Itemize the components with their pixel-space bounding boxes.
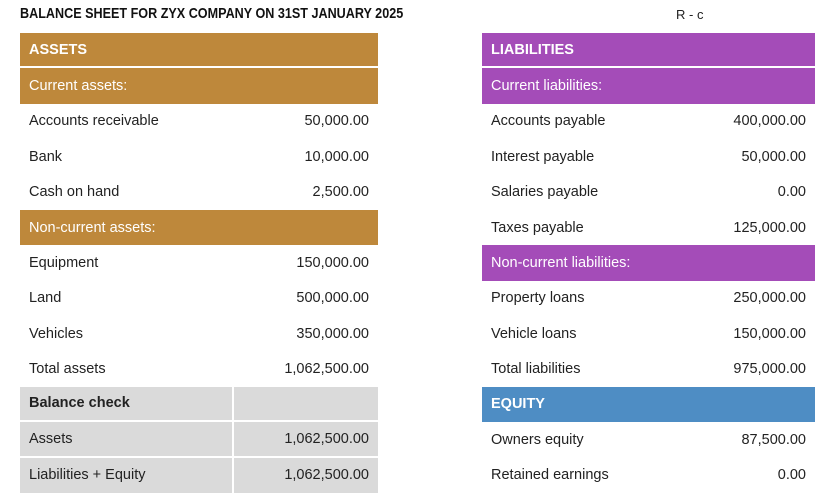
row-label: Bank: [29, 148, 63, 165]
table-row: Retained earnings 0.00: [482, 457, 815, 493]
section-subheader-label: Non-current liabilities:: [491, 254, 631, 271]
table-row: Taxes payable 125,000.00: [482, 209, 815, 246]
row-value: 50,000.00: [741, 148, 806, 165]
section-header-label: LIABILITIES: [491, 41, 574, 58]
row-value: 125,000.00: [733, 219, 806, 236]
row-value: 1,062,500.00: [231, 457, 378, 493]
section-header-label: EQUITY: [491, 396, 545, 413]
table-row: Vehicles 350,000.00: [20, 316, 378, 352]
row-label: Total liabilities: [491, 361, 581, 378]
table-row: Salaries payable 0.00: [482, 174, 815, 210]
row-value: 10,000.00: [304, 148, 369, 165]
row-label: Cash on hand: [29, 184, 120, 201]
assets-header-row: ASSETS: [20, 33, 378, 69]
table-row: Equipment 150,000.00: [20, 245, 378, 281]
table-row: Accounts receivable 50,000.00: [20, 103, 378, 140]
row-label: Total assets: [29, 361, 106, 378]
section-subheader-label: Current liabilities:: [491, 78, 603, 95]
table-row: Property loans 250,000.00: [482, 280, 815, 316]
table-row: Interest payable 50,000.00: [482, 139, 815, 175]
row-label: Retained earnings: [491, 467, 609, 484]
row-value: 2,500.00: [312, 184, 369, 201]
row-value: 250,000.00: [733, 290, 806, 307]
row-label: Equipment: [29, 254, 99, 271]
row-label: Assets: [29, 430, 73, 447]
current-assets-subheader-row: Current assets:: [20, 68, 378, 104]
table-row: Vehicle loans 150,000.00: [482, 316, 815, 352]
row-label: Owners equity: [491, 431, 584, 448]
row-value: 150,000.00: [296, 254, 369, 271]
non-current-liabilities-subheader-row: Non-current liabilities:: [482, 245, 815, 281]
table-row: Bank 10,000.00: [20, 139, 378, 175]
section-header-label: ASSETS: [29, 41, 88, 58]
row-label: Accounts payable: [491, 113, 606, 130]
row-label: Taxes payable: [491, 219, 584, 236]
page-title: BALANCE SHEET FOR ZYX COMPANY ON 31ST JA…: [20, 5, 404, 22]
equity-header-row: EQUITY: [482, 386, 815, 423]
row-value: 0.00: [777, 467, 806, 484]
section-subheader-label: Non-current assets:: [29, 219, 156, 236]
row-value: 150,000.00: [733, 325, 806, 342]
row-label: Property loans: [491, 290, 585, 307]
table-row: Accounts payable 400,000.00: [482, 103, 815, 140]
balance-check-row: Assets 1,062,500.00: [20, 422, 378, 458]
row-label: Land: [29, 290, 62, 307]
row-value: [231, 386, 378, 421]
row-value: 1,062,500.00: [231, 422, 378, 456]
row-value: 975,000.00: [733, 361, 806, 378]
row-value: 0.00: [777, 184, 806, 201]
total-assets-row: Total assets 1,062,500.00: [20, 351, 378, 387]
row-label: Vehicles: [29, 325, 84, 342]
balance-check-row: Liabilities + Equity 1,062,500.00: [20, 457, 378, 493]
current-liabilities-subheader-row: Current liabilities:: [482, 68, 815, 104]
row-label: Salaries payable: [491, 184, 599, 201]
table-row: Owners equity 87,500.00: [482, 422, 815, 458]
table-row: Land 500,000.00: [20, 280, 378, 316]
total-liabilities-row: Total liabilities 975,000.00: [482, 351, 815, 387]
liabilities-header-row: LIABILITIES: [482, 33, 815, 69]
row-value: 87,500.00: [741, 431, 806, 448]
row-value: 350,000.00: [296, 325, 369, 342]
row-value: 1,062,500.00: [284, 361, 369, 378]
row-label: Accounts receivable: [29, 113, 159, 130]
non-current-assets-subheader-row: Non-current assets:: [20, 209, 378, 246]
row-value: 400,000.00: [733, 113, 806, 130]
table-row: Cash on hand 2,500.00: [20, 174, 378, 210]
corner-note: R - c: [676, 7, 704, 22]
row-label: Balance check: [29, 395, 130, 412]
row-label: Liabilities + Equity: [29, 467, 146, 484]
balance-check-header-row: Balance check: [20, 386, 378, 423]
row-label: Vehicle loans: [491, 325, 577, 342]
liabilities-table: LIABILITIES Current liabilities: Account…: [482, 33, 815, 493]
assets-table: ASSETS Current assets: Accounts receivab…: [20, 33, 378, 493]
row-label: Interest payable: [491, 148, 595, 165]
section-subheader-label: Current assets:: [29, 78, 128, 95]
row-value: 500,000.00: [296, 290, 369, 307]
row-value: 50,000.00: [304, 113, 369, 130]
